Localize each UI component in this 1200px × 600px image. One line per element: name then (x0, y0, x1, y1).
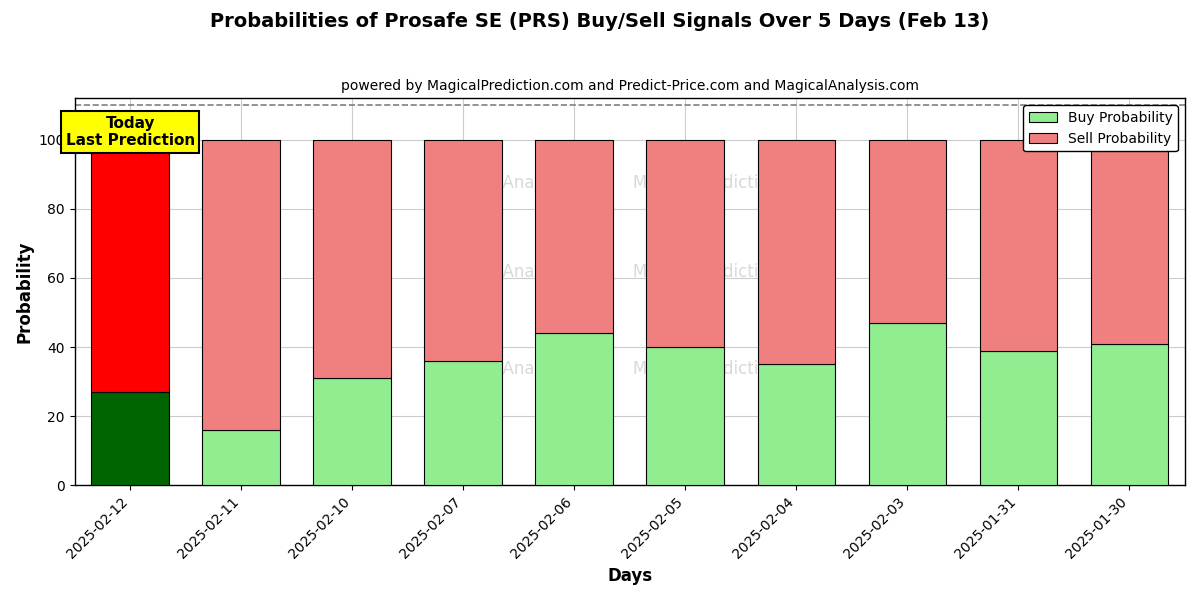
Bar (869, 323, 947, 485)
Bar (979, 350, 1057, 485)
Bar (979, 140, 1057, 350)
Bar (1091, 344, 1169, 485)
Text: MagicalAnalysis.com    MagicalPrediction.com: MagicalAnalysis.com MagicalPrediction.co… (439, 263, 821, 281)
Bar (535, 333, 613, 485)
Bar (91, 140, 169, 392)
Bar (313, 378, 391, 485)
Y-axis label: Probability: Probability (16, 241, 34, 343)
Bar (647, 140, 725, 347)
X-axis label: Days: Days (607, 567, 653, 585)
Bar (425, 361, 502, 485)
Bar (647, 347, 725, 485)
Bar (869, 140, 947, 323)
Bar (1091, 140, 1169, 344)
Text: MagicalAnalysis.com    MagicalPrediction.com: MagicalAnalysis.com MagicalPrediction.co… (439, 175, 821, 193)
Bar (203, 140, 280, 430)
Bar (757, 140, 835, 364)
Text: MagicalAnalysis.com    MagicalPrediction.com: MagicalAnalysis.com MagicalPrediction.co… (439, 360, 821, 378)
Bar (313, 140, 391, 378)
Legend: Buy Probability, Sell Probability: Buy Probability, Sell Probability (1024, 105, 1178, 151)
Title: powered by MagicalPrediction.com and Predict-Price.com and MagicalAnalysis.com: powered by MagicalPrediction.com and Pre… (341, 79, 919, 93)
Bar (535, 140, 613, 333)
Bar (203, 430, 280, 485)
Bar (757, 364, 835, 485)
Bar (425, 140, 502, 361)
Bar (91, 392, 169, 485)
Text: Today
Last Prediction: Today Last Prediction (66, 116, 194, 148)
Text: Probabilities of Prosafe SE (PRS) Buy/Sell Signals Over 5 Days (Feb 13): Probabilities of Prosafe SE (PRS) Buy/Se… (210, 12, 990, 31)
